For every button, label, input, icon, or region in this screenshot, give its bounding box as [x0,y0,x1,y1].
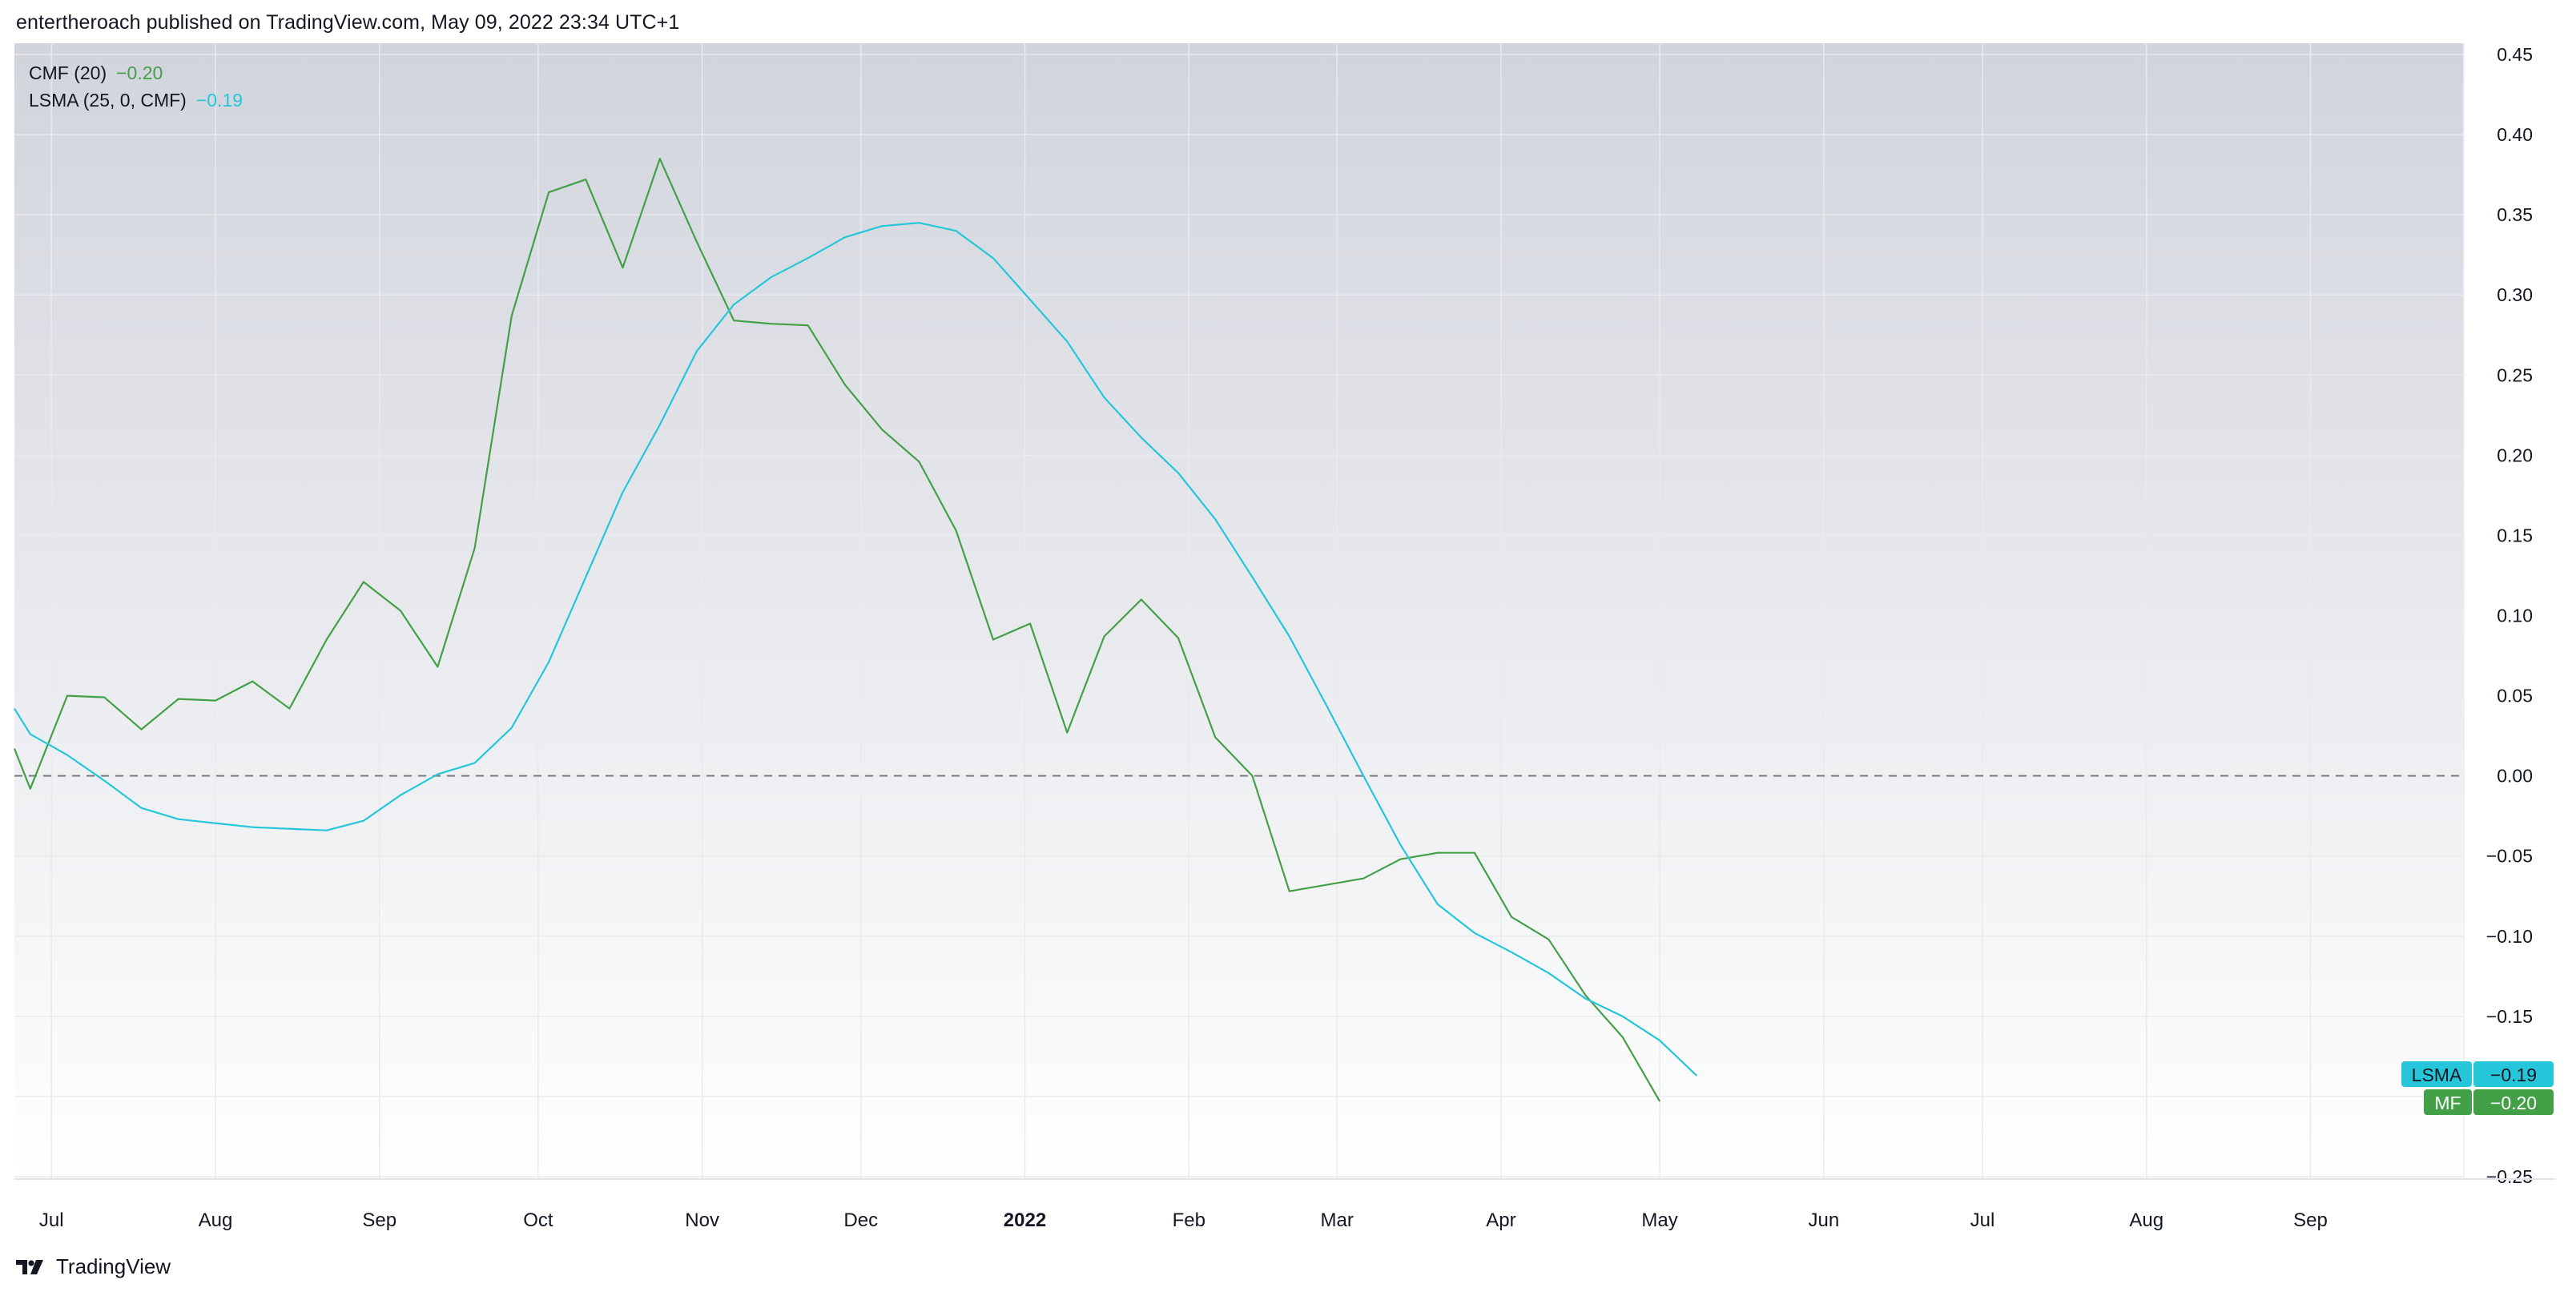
x-tick-label: Oct [523,1209,553,1231]
chart-svg[interactable]: 0.45 0.40 0.35 0.30 0.25 0.20 0.15 0.10 0.05 0.00… [0,0,2576,1266]
y-tick-label: 0.05 [2497,686,2533,706]
x-tick-label: 2022 [1004,1209,1046,1231]
lsma-line [14,222,1698,1077]
y-tick-label: 0.10 [2497,606,2533,626]
x-tick-label: Mar [1321,1209,1354,1231]
y-tick-label: 0.45 [2497,44,2533,65]
plot-background [14,43,2464,1179]
series-group [13,158,1698,1102]
legend-row-cmf[interactable]: CMF (20) −0.20 [29,59,243,87]
x-tick-label: Aug [2129,1209,2163,1231]
lsma-price-badge: LSMA −0.19 [2401,1061,2554,1087]
y-tick-label: −0.10 [2486,926,2533,947]
y-tick-label: 0.30 [2497,284,2533,305]
y-tick-label: −0.05 [2486,846,2533,867]
legend-row-lsma[interactable]: LSMA (25, 0, CMF) −0.19 [29,87,243,114]
y-tick-label: 0.40 [2497,124,2533,145]
x-tick-label: May [1641,1209,1677,1231]
y-tick-label: 0.20 [2497,445,2533,465]
footer-brand-text: TradingView [56,1254,171,1278]
x-tick-label: Nov [685,1209,719,1231]
grid-lines [14,43,2464,1179]
chart-area[interactable]: 0.45 0.40 0.35 0.30 0.25 0.20 0.15 0.10 0.05 0.00… [0,0,2576,1266]
x-tick-label: Apr [1486,1209,1515,1231]
x-tick-label: Feb [1173,1209,1205,1231]
x-tick-label: Sep [362,1209,396,1231]
x-tick-label: Sep [2293,1209,2328,1231]
legend-lsma-value: −0.19 [195,90,244,111]
cmf-line [13,158,1661,1102]
lsma-badge-label: LSMA [2412,1065,2462,1085]
mf-badge-value: −0.20 [2490,1093,2537,1113]
y-tick-label: 0.35 [2497,204,2533,225]
y-tick-label: −0.25 [2486,1166,2533,1187]
x-tick-label: Jul [1970,1209,1995,1231]
publish-info: entertheroach published on TradingView.c… [16,11,680,34]
legend-cmf-value: −0.20 [116,62,163,83]
mf-badge-label: MF [2434,1093,2461,1113]
tradingview-logo-icon [16,1259,43,1274]
x-tick-label: Jul [39,1209,64,1231]
x-tick-label: Aug [199,1209,233,1231]
lsma-badge-value: −0.19 [2490,1065,2537,1085]
chart-legend: CMF (20) −0.20 LSMA (25, 0, CMF) −0.19 [29,59,243,114]
legend-cmf-name: CMF (20) [29,62,107,83]
footer-brand[interactable]: TradingView [14,1254,171,1279]
y-tick-label: 0.25 [2497,364,2533,385]
y-tick-label: 0.00 [2497,766,2533,787]
y-tick-label: −0.15 [2486,1006,2533,1027]
x-tick-label: Jun [1808,1209,1839,1231]
x-axis: Jul Aug Sep Oct Nov Dec 2022 Feb Mar Apr May Jun Jul… [39,1209,2328,1231]
legend-lsma-name: LSMA (25, 0, CMF) [29,90,187,111]
y-axis: 0.45 0.40 0.35 0.30 0.25 0.20 0.15 0.10 0.05 0.00… [2486,44,2533,1187]
y-tick-label: 0.15 [2497,525,2533,545]
mf-price-badge: MF −0.20 [2424,1089,2554,1115]
x-tick-label: Dec [843,1209,878,1231]
